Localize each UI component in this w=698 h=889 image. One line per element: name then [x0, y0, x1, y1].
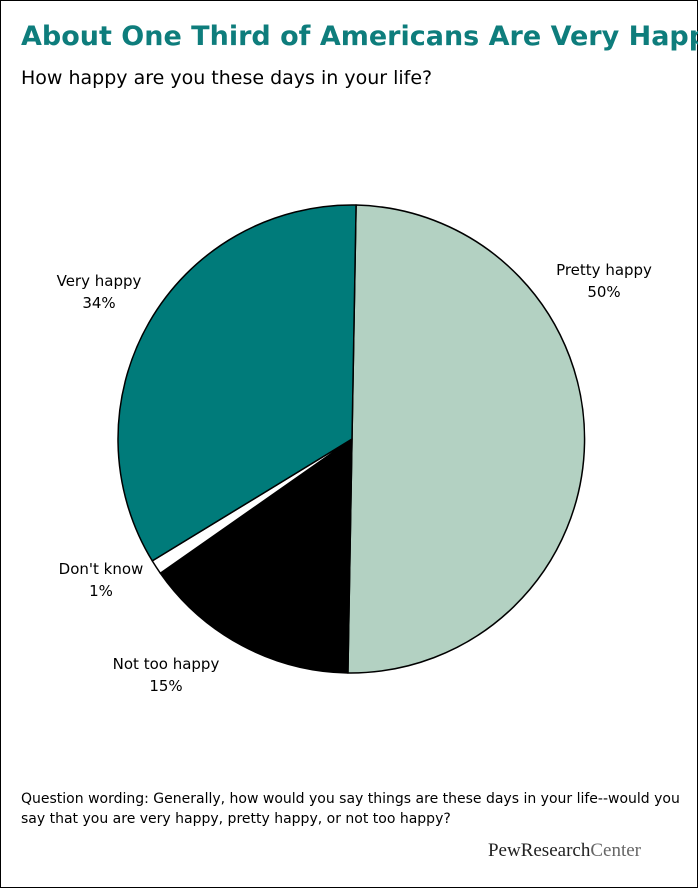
- slice-label-pretty-happy: Pretty happy: [556, 261, 652, 279]
- slice-label-don-t-know: Don't know: [59, 560, 144, 578]
- pie-slice-not-too-happy: [159, 438, 353, 674]
- slice-label-not-too-happy: Not too happy: [113, 655, 220, 673]
- slice-value-pretty-happy: 50%: [587, 283, 620, 301]
- pie-slice-pretty-happy: [347, 204, 586, 674]
- chart-subtitle: How happy are you these days in your lif…: [21, 67, 433, 89]
- question-wording-note: Question wording: Generally, how would y…: [21, 791, 680, 827]
- pie-slice-very-happy: [117, 204, 357, 562]
- chart-title: About One Third of Americans Are Very Ha…: [21, 21, 698, 52]
- slice-value-not-too-happy: 15%: [149, 677, 182, 695]
- brand-light: Center: [590, 840, 641, 861]
- brand-strong: PewResearch: [487, 840, 591, 861]
- slice-label-very-happy: Very happy: [57, 272, 142, 290]
- slice-value-don-t-know: 1%: [89, 582, 113, 600]
- pew-research-logo: PewResearchCenter: [488, 840, 641, 862]
- slice-value-very-happy: 34%: [82, 294, 115, 312]
